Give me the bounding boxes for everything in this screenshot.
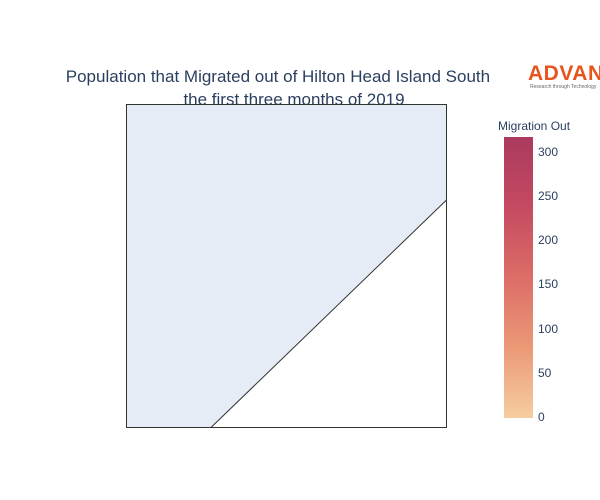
map-area[interactable] (126, 104, 447, 428)
colorbar-tick-100: 100 (538, 322, 559, 336)
colorbar-tick-200: 200 (538, 233, 559, 247)
map-frame-border (126, 104, 447, 428)
colorbar-tick-0: 0 (538, 410, 545, 424)
coastline (210, 199, 447, 428)
colorbar-tick-250: 250 (538, 189, 559, 203)
colorbar-tick-300: 300 (538, 145, 559, 159)
land-region (126, 104, 447, 428)
colorbar-tick-150: 150 (538, 277, 559, 291)
chart-title-line1: Population that Migrated out of Hilton H… (65, 67, 523, 86)
advan-logo: ADVAN Research through Technology (494, 60, 600, 96)
colorbar-gradient (504, 137, 533, 418)
colorbar-tick-50: 50 (538, 366, 552, 380)
logo-wordmark: ADVAN (528, 62, 600, 85)
logo-tagline: Research through Technology (530, 84, 597, 90)
colorbar-title: Migration Out (498, 119, 571, 133)
